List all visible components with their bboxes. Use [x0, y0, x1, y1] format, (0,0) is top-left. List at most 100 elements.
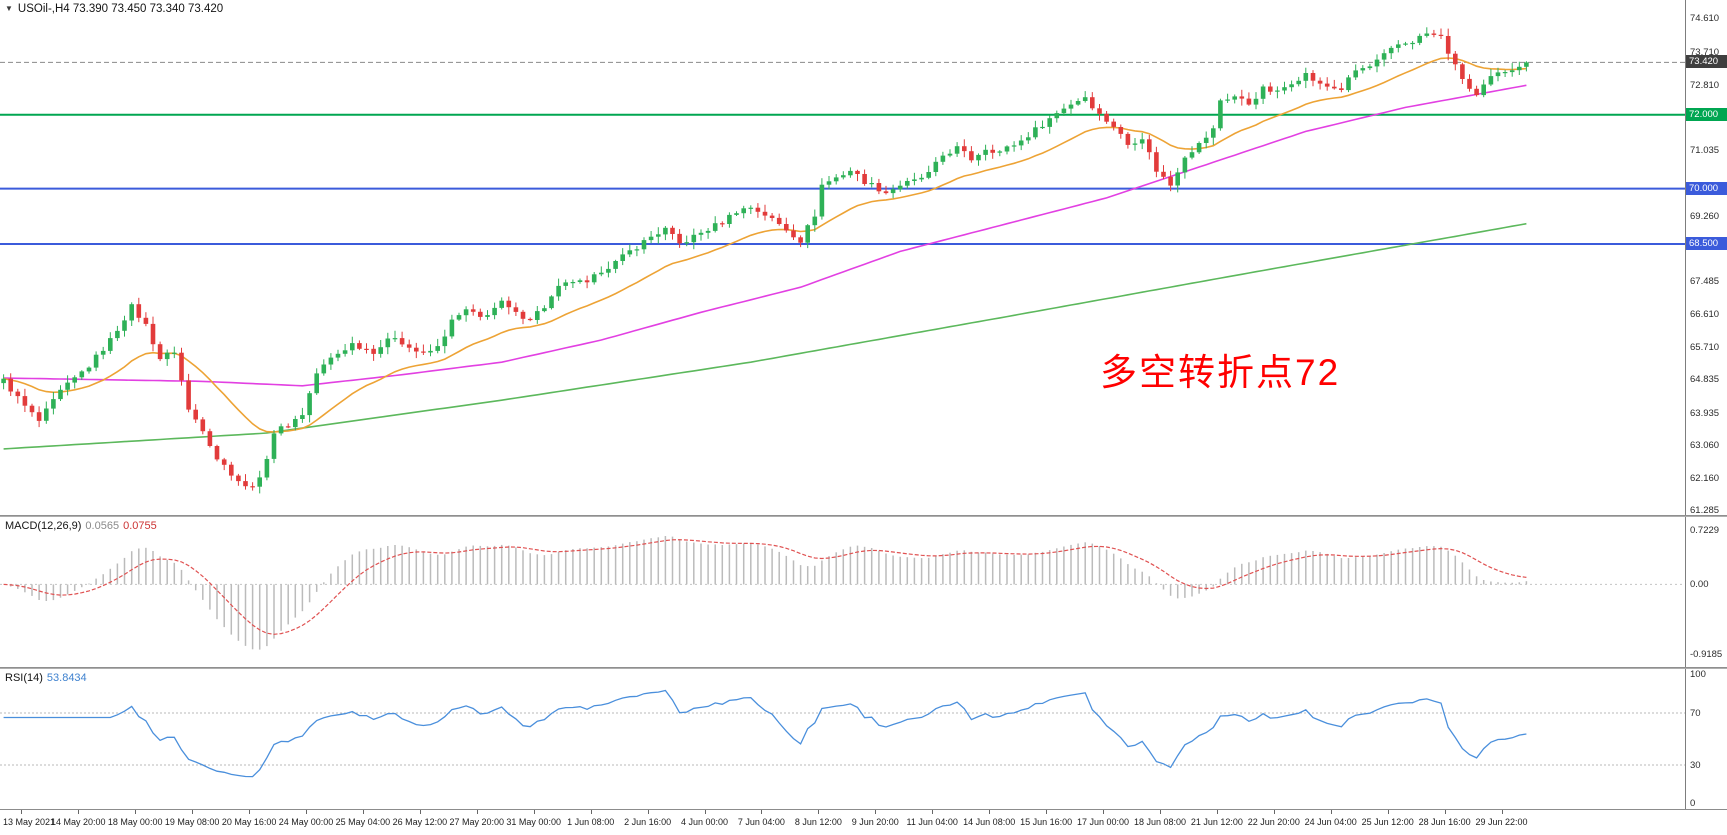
- time-axis-tick: [1160, 810, 1161, 814]
- macd-header: MACD(12,26,9) 0.0565 0.0755: [5, 520, 161, 532]
- price-axis-label: 71.035: [1690, 145, 1720, 157]
- time-axis-tick: [135, 810, 137, 814]
- time-axis-label: 1 Jun 08:00: [567, 817, 615, 827]
- time-axis-tick: [590, 810, 592, 814]
- time-axis-tick: [533, 810, 535, 814]
- time-axis-label: 24 May 00:00: [278, 817, 334, 827]
- time-axis-tick: [1273, 810, 1275, 814]
- macd-axis[interactable]: 0.7229 0.00 -0.9185: [1685, 517, 1727, 667]
- rsi-axis-label: 30: [1690, 760, 1701, 771]
- time-axis-tick: [1216, 810, 1218, 814]
- time-axis-tick: [704, 810, 706, 814]
- price-tag-level-68-50: 68.500: [1686, 237, 1727, 251]
- price-tag-level-72: 72.000: [1686, 107, 1727, 121]
- time-axis-tick: [362, 810, 364, 814]
- macd-label: MACD(12,26,9): [5, 520, 82, 532]
- time-axis-tick: [419, 810, 421, 814]
- time-axis-label: 21 Jun 12:00: [1190, 817, 1243, 827]
- time-axis-tick: [1501, 810, 1503, 814]
- symbol-ohlc-values: 73.390 73.450 73.340 73.420: [72, 3, 224, 15]
- time-axis-label: 2 Jun 16:00: [624, 817, 672, 827]
- time-axis[interactable]: 13 May 2021 14 May 20:00 18 May 00:00 19 Ma…: [0, 809, 1727, 835]
- time-axis-label: 25 May 04:00: [335, 817, 391, 827]
- rsi-chart-canvas[interactable]: [0, 669, 1685, 809]
- time-axis-label: 24 Jun 04:00: [1304, 817, 1357, 827]
- time-axis-tick: [818, 810, 820, 814]
- symbol-header: ▼ USOil-,H4 73.390 73.450 73.340 73.420: [5, 3, 223, 15]
- rsi-label: RSI(14): [5, 672, 43, 684]
- price-axis-label: 72.810: [1690, 79, 1720, 91]
- macd-axis-label: 0.7229: [1690, 524, 1720, 536]
- time-axis-label: 20 May 16:00: [221, 817, 277, 827]
- rsi-header: RSI(14) 53.8434: [5, 672, 91, 684]
- time-axis-tick: [761, 810, 763, 814]
- time-axis-label: 14 Jun 08:00: [963, 817, 1016, 827]
- price-axis-label: 73.710: [1690, 46, 1720, 58]
- time-axis-label: 25 Jun 12:00: [1361, 817, 1414, 827]
- time-axis-tick: [875, 810, 877, 814]
- time-axis-label: 8 Jun 12:00: [794, 817, 842, 827]
- price-axis-label: 62.160: [1690, 473, 1720, 485]
- macd-pane[interactable]: MACD(12,26,9) 0.0565 0.0755 0.7229 0.00 -0.9…: [0, 517, 1727, 667]
- time-axis-label: 11 Jun 04:00: [906, 817, 958, 827]
- collapse-triangle-icon[interactable]: ▼: [5, 4, 13, 13]
- time-axis-tick: [1387, 810, 1389, 814]
- rsi-value: 53.8434: [46, 672, 87, 684]
- price-axis-label: 61.285: [1690, 505, 1720, 515]
- symbol-name: USOil-,H4: [17, 3, 70, 15]
- pane-separator[interactable]: [0, 515, 1727, 517]
- time-axis-tick: [249, 810, 251, 814]
- price-chart-canvas[interactable]: [0, 0, 1685, 515]
- price-axis-label: 63.935: [1690, 407, 1720, 419]
- time-axis-tick: [306, 810, 307, 814]
- time-axis-tick: [989, 810, 991, 814]
- pane-separator[interactable]: [0, 667, 1727, 669]
- time-axis-label: 7 Jun 04:00: [737, 817, 785, 827]
- time-axis-label: 14 May 20:00: [51, 817, 106, 827]
- macd-main-value: 0.0565: [85, 520, 120, 532]
- time-axis-tick: [932, 810, 934, 814]
- time-axis-tick: [78, 810, 80, 814]
- price-pane[interactable]: ▼ USOil-,H4 73.390 73.450 73.340 73.420 多…: [0, 0, 1727, 515]
- rsi-axis[interactable]: 100 70 30 0: [1685, 669, 1727, 809]
- macd-chart-canvas[interactable]: [0, 517, 1685, 667]
- time-axis-tick: [1444, 810, 1446, 814]
- rsi-pane[interactable]: RSI(14) 53.8434 100 70 30 0: [0, 669, 1727, 809]
- time-axis-label: 22 Jun 20:00: [1247, 817, 1300, 827]
- price-axis[interactable]: 74.610 73.710 72.810 71.035 69.260 67.485 66.6…: [1685, 0, 1727, 515]
- price-axis-label: 74.610: [1690, 13, 1720, 25]
- time-axis-label: 27 May 20:00: [449, 817, 505, 827]
- time-axis-tick: [1046, 810, 1048, 814]
- price-axis-label: 64.835: [1690, 374, 1720, 386]
- time-axis-label: 17 Jun 00:00: [1076, 817, 1130, 827]
- time-axis-label: 13 May 2021: [3, 817, 56, 827]
- time-axis-tick: [476, 810, 478, 814]
- price-tag-current: 73.420: [1686, 55, 1727, 69]
- rsi-axis-label: 100: [1690, 669, 1706, 680]
- macd-signal-value: 0.0755: [123, 520, 157, 532]
- time-axis-tick: [21, 810, 23, 814]
- price-axis-label: 63.060: [1690, 439, 1720, 451]
- time-axis-label: 9 Jun 20:00: [851, 817, 899, 827]
- price-axis-label: 67.485: [1690, 276, 1720, 288]
- annotation-text: 多空转折点72: [1100, 352, 1341, 393]
- time-axis-tick: [647, 810, 649, 814]
- time-axis-label: 28 Jun 16:00: [1418, 817, 1471, 827]
- price-tag-level-70: 70.000: [1686, 181, 1727, 195]
- macd-axis-label: -0.9185: [1690, 648, 1723, 660]
- macd-axis-label: 0.00: [1690, 579, 1709, 591]
- time-axis-tick: [1330, 810, 1332, 814]
- time-axis-label: 18 Jun 08:00: [1133, 817, 1187, 827]
- time-axis-label: 18 May 00:00: [107, 817, 163, 827]
- time-axis-tick: [1103, 810, 1104, 814]
- time-axis-label: 19 May 08:00: [164, 817, 220, 827]
- price-axis-label: 66.610: [1690, 308, 1720, 320]
- rsi-axis-label: 70: [1690, 708, 1701, 719]
- price-axis-label: 65.710: [1690, 342, 1720, 354]
- time-axis-label: 4 Jun 00:00: [680, 817, 729, 827]
- price-axis-label: 69.260: [1690, 210, 1720, 222]
- time-axis-label: 29 Jun 22:00: [1475, 817, 1528, 827]
- time-axis-label: 31 May 00:00: [506, 817, 561, 827]
- time-axis-label: 15 Jun 16:00: [1020, 817, 1073, 827]
